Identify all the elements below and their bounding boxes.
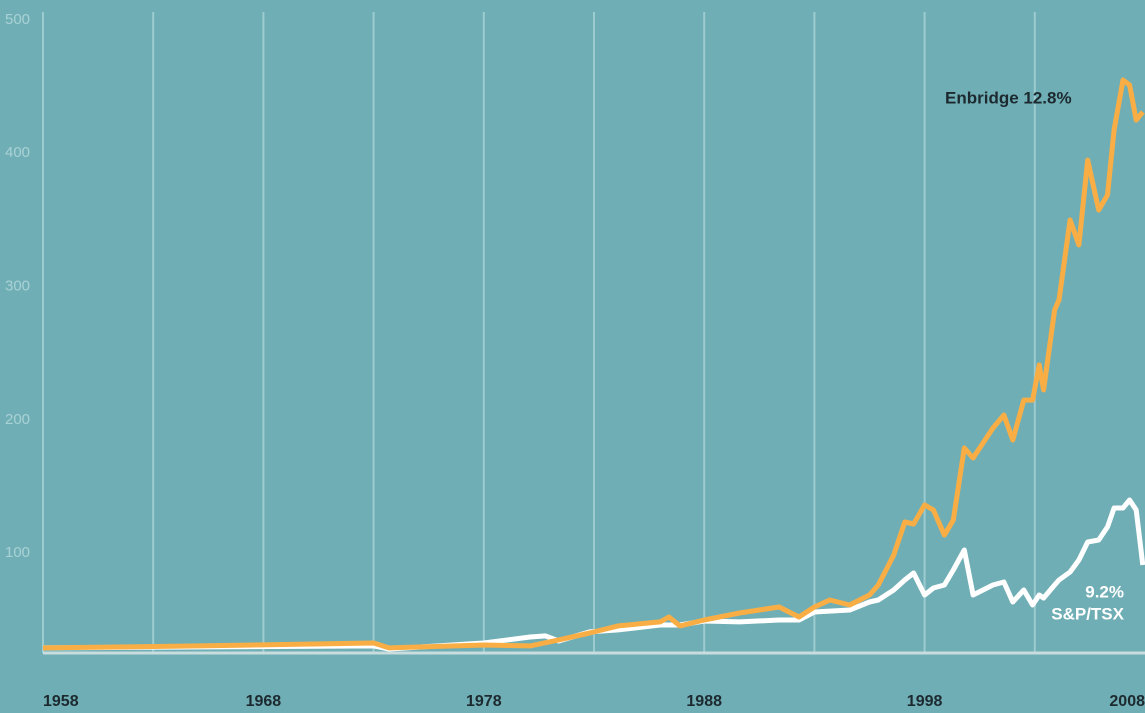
annotation: 9.2% [1085, 582, 1124, 601]
x-tick-label: 1978 [466, 693, 502, 710]
y-tick-label: 100 [5, 544, 30, 561]
x-tick-label: 1998 [907, 693, 943, 710]
annotation: S&P/TSX [1051, 604, 1124, 623]
y-tick-label: 400 [5, 144, 30, 161]
y-tick-label: 300 [5, 277, 30, 294]
x-tick-label: 1968 [246, 693, 282, 710]
x-tick-label: 1988 [686, 693, 722, 710]
x-tick-label: 1958 [43, 693, 79, 710]
annotation: Enbridge 12.8% [945, 88, 1072, 107]
y-tick-label: 500 [5, 11, 30, 28]
series-line [42, 77, 1145, 651]
x-tick-label: 2008 [1109, 693, 1145, 710]
y-tick-label: 200 [5, 411, 30, 428]
